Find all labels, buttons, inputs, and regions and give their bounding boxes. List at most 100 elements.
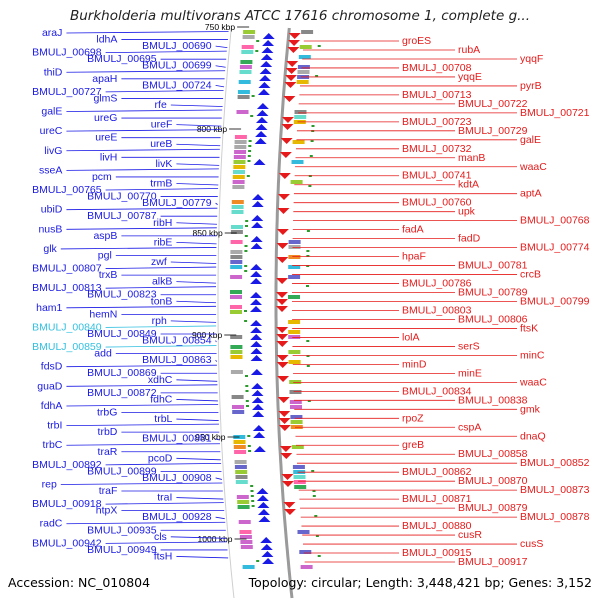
gene-label-left: ureE: [95, 132, 117, 144]
gene-label-left: BMULJ_00869: [87, 367, 157, 379]
gene-label-left: pcoD: [148, 452, 173, 464]
feature-block: [230, 310, 242, 314]
topology-summary: Topology: circular; Length: 3,448,421 bp…: [248, 575, 592, 590]
gene-label-left: hemN: [89, 308, 117, 320]
feature-block: [234, 150, 247, 154]
forward-gene-arrow: [252, 411, 265, 417]
reverse-gene-arrow: [277, 376, 290, 382]
gene-label-left: BMULJ_00779: [142, 197, 212, 209]
feature-block: [230, 345, 243, 349]
gene-label-right: pyrB: [520, 80, 542, 92]
gene-label-right: fadD: [458, 233, 481, 245]
gene-label-left: ldhA: [96, 34, 117, 46]
forward-gene-arrow: [256, 110, 269, 116]
leader-line: [215, 340, 217, 343]
gc-tick: [306, 265, 310, 267]
forward-gene-arrow: [255, 131, 268, 137]
kbp-label: 800 kbp: [197, 124, 228, 134]
feature-block: [237, 90, 250, 94]
gc-tick: [312, 495, 316, 497]
feature-block: [234, 135, 247, 139]
gene-label-left: BMULJ_00823: [87, 289, 157, 301]
gene-label-right: BMULJ_00917: [458, 556, 528, 568]
forward-gene-arrow: [261, 47, 274, 53]
forward-gene-arrow: [257, 509, 270, 515]
feature-block: [299, 550, 312, 554]
feature-block: [288, 320, 301, 324]
gene-label-right: waaC: [519, 376, 547, 388]
feature-block: [230, 230, 243, 234]
gene-label-left: BMULJ_00935: [87, 524, 157, 536]
gene-label-right: greB: [402, 439, 424, 451]
reverse-gene-arrow: [280, 138, 293, 144]
forward-gene-arrow: [260, 61, 273, 67]
gene-label-left: BMULJ_00918: [32, 498, 102, 510]
gene-label-right: cusR: [458, 529, 482, 541]
feature-block: [232, 410, 245, 414]
feature-block: [294, 485, 307, 489]
gene-label-left: traF: [99, 485, 118, 497]
reverse-gene-arrow: [276, 243, 289, 249]
feature-block: [288, 360, 301, 364]
feature-block: [236, 110, 249, 114]
forward-gene-arrow: [260, 537, 273, 543]
gc-tick: [306, 365, 310, 367]
feature-block: [237, 95, 250, 99]
forward-gene-arrow: [251, 194, 264, 200]
gene-label-right: BMULJ_00852: [520, 457, 590, 469]
gc-tick: [246, 175, 250, 177]
gene-label-right: BMULJ_00781: [458, 260, 528, 272]
gene-label-left: trbD: [98, 426, 118, 438]
gene-label-right: serS: [458, 340, 480, 352]
gc-tick: [244, 310, 247, 312]
forward-gene-arrow: [250, 243, 263, 249]
gene-label-right: BMULJ_00858: [458, 448, 528, 460]
gc-tick: [306, 255, 310, 257]
gene-label-left: thiD: [44, 66, 63, 78]
feature-block: [231, 395, 244, 399]
forward-gene-arrow: [255, 117, 268, 123]
reverse-gene-arrow: [287, 47, 300, 53]
feature-block: [242, 565, 255, 569]
feature-block: [289, 400, 302, 404]
forward-gene-arrow: [250, 299, 262, 305]
leader-line: [66, 31, 229, 34]
forward-gene-arrow: [257, 89, 270, 95]
feature-block: [294, 110, 307, 114]
forward-gene-arrow: [253, 159, 266, 165]
gc-tick: [244, 250, 248, 252]
leader-line: [215, 477, 222, 480]
forward-gene-arrow: [251, 397, 264, 403]
feature-block: [233, 155, 246, 159]
gene-label-right: BMULJ_00878: [520, 511, 590, 523]
gene-label-left: BMULJ_00859: [32, 341, 102, 353]
feature-block: [230, 305, 242, 309]
feature-block: [288, 275, 301, 279]
gene-label-left: BMULJ_00928: [142, 511, 212, 523]
gene-label-left: BMULJ_00770: [87, 191, 157, 203]
gc-tick: [251, 505, 255, 507]
feature-block: [288, 255, 301, 259]
gc-tick: [244, 265, 248, 267]
feature-block: [234, 460, 247, 464]
gc-tick: [306, 285, 309, 287]
forward-gene-arrow: [260, 544, 273, 550]
gene-label-left: apaH: [92, 73, 117, 85]
gene-label-right: BMULJ_00729: [458, 125, 528, 137]
gene-label-left: traR: [98, 446, 118, 458]
feature-block: [230, 240, 243, 244]
feature-block: [236, 495, 249, 499]
feature-block: [233, 445, 246, 449]
feature-block: [298, 55, 311, 59]
gene-label-right: upk: [458, 206, 476, 218]
gene-label-right: gmk: [520, 403, 541, 415]
feature-block: [231, 225, 243, 229]
gc-tick: [250, 115, 254, 117]
gene-label-left: ribH: [153, 217, 172, 229]
feature-block: [288, 350, 301, 354]
gc-tick: [251, 95, 255, 97]
feature-block: [240, 540, 253, 544]
gene-label-right: BMULJ_00834: [402, 385, 472, 397]
